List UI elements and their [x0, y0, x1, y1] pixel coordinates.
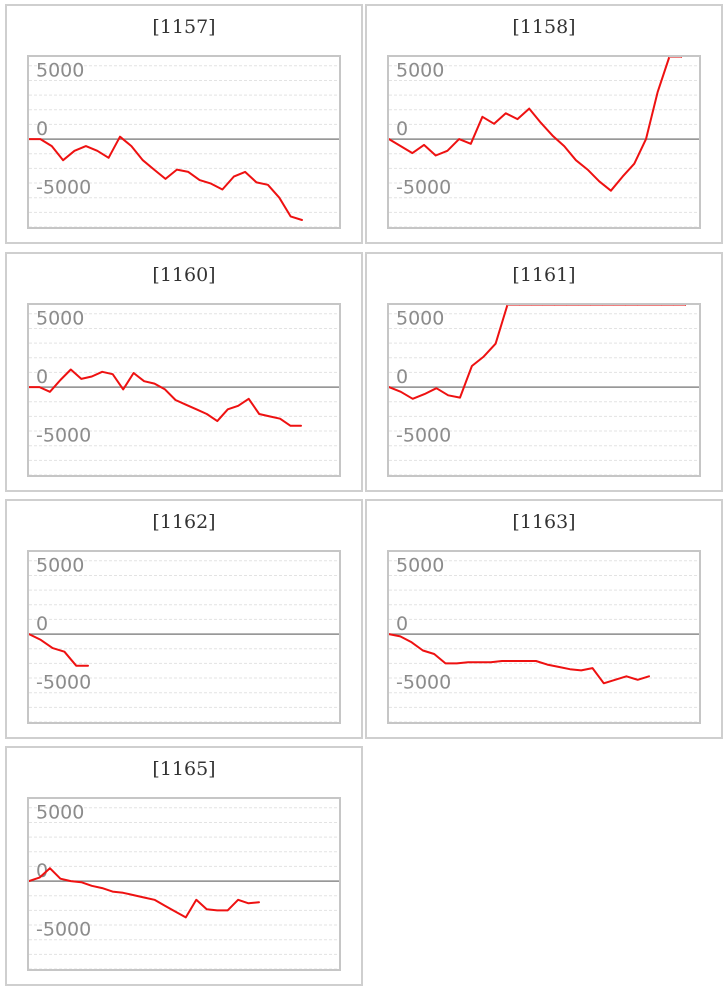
- series-line: [28, 633, 89, 667]
- plot-frame: [387, 55, 701, 229]
- y-tick-label: 0: [36, 366, 48, 388]
- line-chart: 5000 0 -5000: [27, 797, 341, 971]
- chart-title: [1161]: [512, 264, 576, 286]
- chart-title: [1160]: [152, 264, 216, 286]
- y-tick-label: -5000: [396, 672, 451, 694]
- y-tick-label: 5000: [396, 59, 444, 81]
- chart-title: [1158]: [512, 16, 576, 38]
- line-chart: 5000 0 -5000: [387, 303, 701, 477]
- y-tick-label: 0: [36, 860, 48, 882]
- chart-panel-1160: [1160] 5000 0 -5000: [5, 252, 363, 492]
- y-tick-label: 0: [36, 613, 48, 635]
- y-tick-label: 5000: [36, 801, 84, 823]
- y-tick-label: 0: [396, 118, 408, 140]
- y-tick-label: -5000: [36, 919, 91, 941]
- plot-frame: [387, 550, 701, 724]
- chart-title: [1157]: [152, 16, 216, 38]
- series-line: [28, 135, 303, 221]
- line-chart: 5000 0 -5000: [27, 55, 341, 229]
- y-tick-label: 5000: [36, 307, 84, 329]
- plot-frame: [27, 550, 341, 724]
- chart-panel-1157: [1157] 5000 0 -5000: [5, 4, 363, 244]
- line-chart: 5000 0 -5000: [27, 303, 341, 477]
- plot-frame: [387, 303, 701, 477]
- chart-panel-1163: [1163] 5000 0 -5000: [365, 499, 723, 739]
- plot-frame: [27, 55, 341, 229]
- y-tick-label: 5000: [396, 307, 444, 329]
- series-line: [388, 633, 650, 685]
- y-tick-label: -5000: [396, 425, 451, 447]
- y-tick-label: 0: [36, 118, 48, 140]
- y-tick-label: 5000: [36, 554, 84, 576]
- y-tick-label: -5000: [36, 672, 91, 694]
- chart-title: [1163]: [512, 511, 576, 533]
- chart-title: [1165]: [152, 758, 216, 780]
- series-line: [388, 56, 682, 192]
- chart-panel-1165: [1165] 5000 0 -5000: [5, 746, 363, 986]
- y-tick-label: -5000: [36, 425, 91, 447]
- y-tick-label: -5000: [396, 177, 451, 199]
- line-chart: 5000 0 -5000: [387, 550, 701, 724]
- chart-panel-1161: [1161] 5000 0 -5000: [365, 252, 723, 492]
- y-tick-label: 0: [396, 613, 408, 635]
- plot-frame: [27, 797, 341, 971]
- y-tick-label: -5000: [36, 177, 91, 199]
- y-tick-label: 5000: [396, 554, 444, 576]
- y-tick-label: 0: [396, 366, 408, 388]
- line-chart: 5000 0 -5000: [387, 55, 701, 229]
- series-line: [28, 368, 302, 427]
- y-tick-label: 5000: [36, 59, 84, 81]
- chart-panel-1158: [1158] 5000 0 -5000: [365, 4, 723, 244]
- series-line: [28, 867, 260, 919]
- line-chart: 5000 0 -5000: [27, 550, 341, 724]
- plot-frame: [27, 303, 341, 477]
- chart-title: [1162]: [152, 511, 216, 533]
- chart-panel-1162: [1162] 5000 0 -5000: [5, 499, 363, 739]
